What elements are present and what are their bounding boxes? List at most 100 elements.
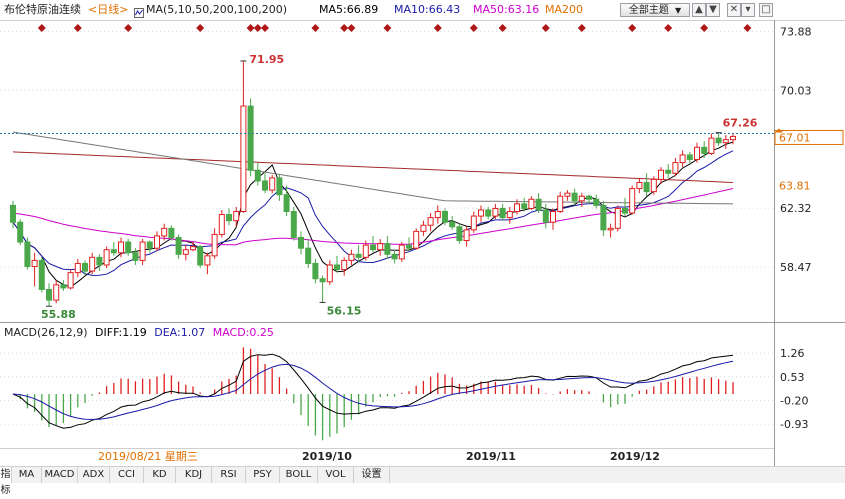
tab-vol[interactable]: VOL	[318, 467, 354, 483]
tab-ma[interactable]: MA	[12, 467, 42, 483]
cursor-date-label: 2019/08/21 星期三	[98, 450, 198, 463]
event-marker-icon[interactable]	[311, 24, 320, 32]
candles	[10, 60, 736, 307]
candle-up	[103, 249, 110, 266]
event-marker-icon[interactable]	[347, 24, 356, 32]
tab-kd[interactable]: KD	[144, 467, 176, 483]
candle-down	[168, 227, 175, 238]
candle-up	[89, 256, 96, 272]
ma100-line	[12, 151, 734, 183]
period-label[interactable]: <日线>	[88, 3, 129, 16]
price-tick-label: 70.03	[780, 84, 812, 97]
event-marker-icon[interactable]	[743, 24, 752, 32]
candle-up	[607, 227, 614, 231]
candle-down	[319, 278, 326, 283]
event-marker-icon[interactable]	[196, 24, 205, 32]
candle-up	[564, 192, 571, 197]
event-marker-icon[interactable]	[700, 24, 709, 32]
tab-macd[interactable]: MACD	[42, 467, 78, 483]
instrument-name: 布伦特原油连续	[4, 3, 81, 16]
candle-down	[38, 259, 45, 290]
candle-up	[31, 259, 38, 268]
current-price-box	[774, 129, 844, 145]
dropdown-icon[interactable]: ▾	[741, 3, 755, 17]
candle-down	[571, 192, 578, 202]
tab-psy[interactable]: PSY	[246, 467, 280, 483]
tab-boll[interactable]: BOLL	[280, 467, 318, 483]
current-price-label: 67.01	[779, 131, 811, 144]
candle-down	[46, 288, 52, 301]
event-markers[interactable]	[37, 24, 752, 32]
candle-down	[586, 195, 592, 200]
annotation-lines	[46, 60, 722, 307]
candle-up	[658, 169, 664, 180]
candle-up	[463, 229, 470, 242]
event-marker-icon[interactable]	[340, 24, 349, 32]
event-marker-icon[interactable]	[498, 24, 507, 32]
tab-kdj[interactable]: KDJ	[176, 467, 212, 483]
event-marker-icon[interactable]	[37, 24, 46, 32]
candle-down	[499, 207, 506, 219]
candle-down	[283, 194, 290, 212]
tab-rsi[interactable]: RSI	[212, 467, 246, 483]
price-tick-label: 58.47	[780, 261, 812, 274]
macd-header: MACD(26,12,9) DIFF:1.19 DEA:1.07 MACD:0.…	[4, 325, 274, 341]
indicator-tabs: 指标 MA MACD ADX CCI KD KDJ RSI PSY BOLL V…	[0, 466, 845, 496]
candle-up	[420, 224, 427, 232]
event-marker-icon[interactable]	[433, 24, 442, 32]
candle-down	[442, 210, 448, 223]
candle-up	[348, 253, 355, 261]
event-marker-icon[interactable]	[664, 24, 673, 32]
event-marker-icon[interactable]	[73, 24, 82, 32]
candle-up	[240, 105, 247, 212]
arrow-down-icon[interactable]: ▼	[706, 3, 720, 17]
candle-down	[622, 207, 628, 214]
candle-up	[679, 154, 686, 164]
event-marker-icon[interactable]	[253, 24, 262, 32]
maximize-icon[interactable]: □	[759, 3, 773, 17]
candle-up	[492, 207, 499, 217]
close-icon[interactable]: ✕	[727, 3, 741, 17]
event-marker-icon[interactable]	[124, 24, 133, 32]
candle-down	[247, 105, 254, 171]
candle-up	[413, 230, 420, 249]
candle-down	[370, 244, 376, 251]
event-marker-icon[interactable]	[383, 24, 392, 32]
tab-adx[interactable]: ADX	[78, 467, 110, 483]
event-marker-icon[interactable]	[628, 24, 637, 32]
price-chart[interactable]: 73.88 70.03 62.32 58.47 67.01 63.81 71.9…	[0, 0, 845, 466]
tab-indicator[interactable]: 指标	[0, 467, 12, 496]
candle-down	[262, 180, 268, 191]
candle-up	[74, 262, 81, 274]
candle-up	[118, 241, 124, 254]
macd-tick-label: 1.26	[780, 347, 805, 360]
tab-cci[interactable]: CCI	[110, 467, 144, 483]
event-marker-icon[interactable]	[261, 24, 269, 32]
candle-up	[550, 210, 556, 223]
macd-diff-line	[12, 353, 734, 429]
theme-dropdown[interactable]: 全部主题 ▼	[620, 3, 690, 17]
candle-up	[204, 255, 211, 266]
candle-up	[326, 264, 333, 283]
tab-settings[interactable]: 设置	[354, 467, 390, 483]
candle-down	[449, 221, 456, 228]
event-marker-icon[interactable]	[246, 24, 255, 32]
ma-menu-icon[interactable]	[134, 5, 144, 18]
candle-down	[17, 221, 24, 243]
candle-up	[506, 210, 513, 219]
event-marker-icon[interactable]	[577, 24, 586, 32]
candle-down	[298, 236, 304, 249]
grid	[0, 30, 774, 425]
candle-up	[211, 233, 218, 257]
candle-up	[708, 137, 715, 154]
candle-down	[254, 169, 261, 182]
candle-down	[132, 252, 139, 261]
candle-down	[312, 262, 319, 280]
candle-up	[53, 284, 60, 301]
candle-down	[197, 246, 204, 266]
event-marker-icon[interactable]	[541, 24, 550, 32]
arrow-up-icon[interactable]: ▲	[692, 3, 706, 17]
candle-down	[60, 284, 67, 289]
event-marker-icon[interactable]	[469, 24, 478, 32]
candle-up	[629, 188, 636, 214]
